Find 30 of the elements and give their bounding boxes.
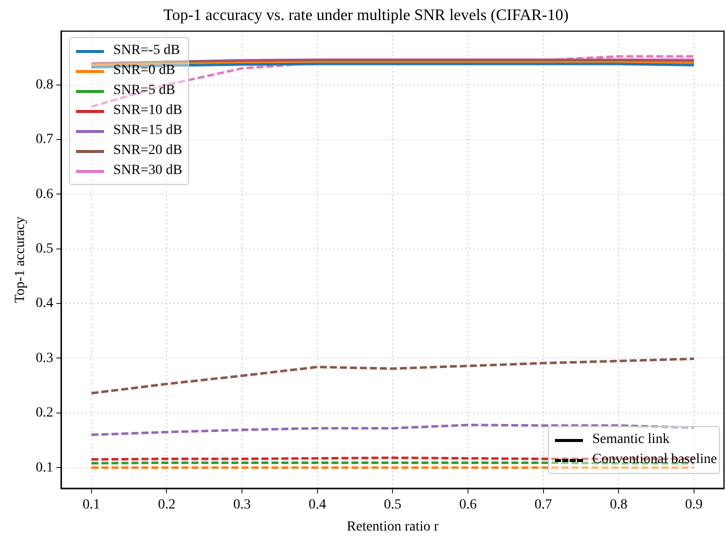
legend-label: SNR=0 dB (113, 63, 176, 80)
x-tick-label: 0.1 (82, 497, 100, 512)
x-tick-label: 0.2 (158, 497, 176, 512)
x-tick-label: 0.8 (610, 497, 628, 512)
y-tick-label: 0.8 (36, 77, 54, 92)
annotation: Semantic link (592, 432, 670, 448)
y-tick-label: 0.7 (36, 132, 54, 148)
legend-label: SNR=-5 dB (113, 43, 180, 60)
y-tick-label: 0.3 (36, 350, 54, 366)
x-axis-title: Retention ratio r (346, 519, 439, 534)
legend-label: SNR=15 dB (113, 123, 182, 140)
y-tick-label: 0.2 (36, 406, 54, 421)
x-tick-label: 0.3 (233, 497, 251, 512)
annotation: Conventional baseline (592, 452, 717, 468)
x-tick-label: 0.4 (308, 497, 326, 512)
x-tick-label: 0.5 (384, 497, 402, 512)
y-axis-title: Top-1 accuracy (13, 216, 28, 304)
x-tick-label: 0.7 (534, 497, 552, 512)
legend-label: SNR=5 dB (113, 83, 176, 100)
legend-label: SNR=30 dB (113, 163, 182, 180)
chart-title: Top-1 accuracy vs. rate under multiple SNR levels (CIFAR-10) (163, 6, 569, 24)
legend-label: SNR=20 dB (113, 143, 182, 160)
legend-label: SNR=10 dB (113, 103, 182, 120)
y-tick-label: 0.6 (36, 186, 54, 202)
x-tick-label: 0.6 (459, 497, 477, 512)
y-tick-label: 0.5 (36, 242, 54, 257)
y-tick-label: 0.4 (36, 296, 54, 312)
style-legend: Semantic link Conventional baseline (548, 426, 720, 474)
x-tick-label: 0.9 (685, 497, 703, 512)
y-tick-label: 0.1 (36, 460, 54, 476)
